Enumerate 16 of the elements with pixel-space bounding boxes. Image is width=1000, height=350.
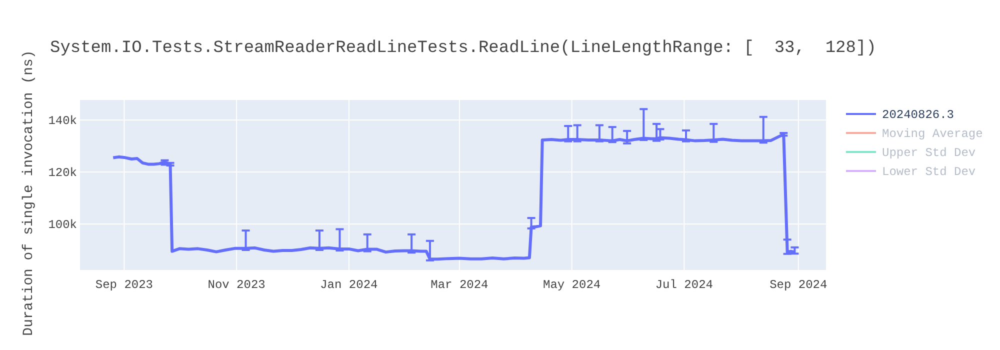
x-tick-label: May 2024: [543, 278, 601, 292]
x-tick-label: Mar 2024: [430, 278, 488, 292]
x-tick-label: Nov 2023: [208, 278, 266, 292]
y-tick-label: 140k: [48, 114, 77, 128]
legend-label: Upper Std Dev: [882, 146, 976, 160]
y-tick-label: 120k: [48, 166, 77, 180]
chart-title: System.IO.Tests.StreamReaderReadLineTests.ReadLine(LineLengthRange: [ 33, 128]): [50, 39, 876, 58]
legend-label: 20240826.3: [882, 108, 954, 122]
x-tick-label: Sep 2023: [95, 278, 154, 292]
legend-label: Lower Std Dev: [882, 165, 976, 179]
x-tick-label: Jan 2024: [320, 278, 378, 292]
x-tick-label: Jul 2024: [655, 278, 713, 292]
x-tick-label: Sep 2024: [770, 278, 828, 292]
y-tick-label: 100k: [48, 218, 77, 232]
y-axis-title: Duration of single invocation (ns): [21, 50, 37, 336]
legend-label: Moving Average: [882, 127, 983, 141]
